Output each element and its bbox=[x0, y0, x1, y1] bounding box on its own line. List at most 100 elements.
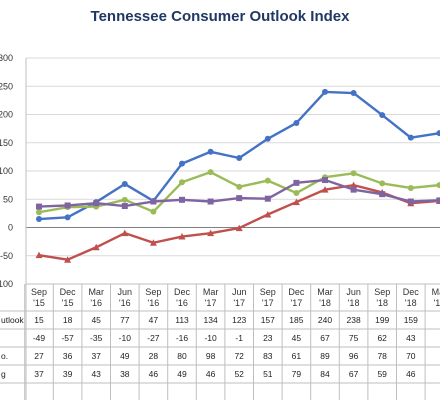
data-point bbox=[264, 177, 271, 184]
x-tick-label: '16 bbox=[90, 298, 102, 308]
table-cell: 98 bbox=[206, 351, 216, 361]
data-point bbox=[293, 190, 300, 197]
table-cell: 79 bbox=[292, 369, 302, 379]
data-point bbox=[350, 170, 357, 177]
data-point bbox=[207, 198, 214, 205]
x-tick-label: '18 bbox=[405, 298, 417, 308]
data-point bbox=[64, 256, 72, 263]
table-cell: 72 bbox=[234, 351, 244, 361]
table-cell: 43 bbox=[406, 333, 416, 343]
data-point bbox=[149, 239, 157, 246]
data-point bbox=[179, 179, 185, 186]
table-cell: 46 bbox=[206, 369, 216, 379]
data-point bbox=[264, 135, 271, 142]
table-cell: 59 bbox=[377, 369, 387, 379]
data-point bbox=[379, 191, 386, 198]
chart-title: Tennessee Consumer Outlook Index bbox=[90, 8, 350, 25]
x-tick-label: '18 bbox=[376, 298, 388, 308]
x-tick-label: '17 bbox=[233, 298, 245, 308]
data-point bbox=[293, 179, 300, 186]
data-point bbox=[350, 186, 357, 193]
data-point bbox=[407, 198, 414, 205]
table-cell: 77 bbox=[120, 315, 130, 325]
data-point bbox=[36, 216, 42, 223]
data-point bbox=[207, 148, 214, 155]
table-cell: -35 bbox=[90, 333, 103, 343]
x-tick-label: '16 bbox=[119, 298, 131, 308]
data-point bbox=[36, 203, 42, 210]
x-tick-label: '16 bbox=[148, 298, 160, 308]
x-tick-label: '18 bbox=[348, 298, 360, 308]
x-tick-label: Dec bbox=[288, 287, 305, 297]
x-tick-label: Jun bbox=[232, 287, 247, 297]
data-point bbox=[150, 208, 157, 215]
data-point bbox=[322, 88, 328, 95]
table-cell: 49 bbox=[120, 351, 130, 361]
data-point bbox=[179, 160, 185, 167]
data-point bbox=[293, 119, 300, 126]
y-tick-label: 250 bbox=[0, 81, 13, 91]
data-point bbox=[350, 181, 358, 189]
table-cell: 78 bbox=[377, 351, 387, 361]
table-cell: 185 bbox=[289, 315, 303, 325]
table-cell: 18 bbox=[63, 315, 73, 325]
data-point bbox=[178, 233, 186, 240]
data-point bbox=[379, 112, 386, 119]
table-cell: 240 bbox=[318, 315, 332, 325]
table-cell: 96 bbox=[349, 351, 359, 361]
x-tick-label: Sep bbox=[31, 287, 47, 297]
table-cell: 89 bbox=[320, 351, 330, 361]
data-point bbox=[436, 197, 440, 204]
table-cell: 15 bbox=[34, 315, 44, 325]
x-tick-label: Jun bbox=[118, 287, 133, 297]
table-cell: 238 bbox=[347, 315, 361, 325]
x-tick-label: Dec bbox=[60, 287, 77, 297]
table-cell: -27 bbox=[147, 333, 160, 343]
data-point bbox=[179, 196, 185, 203]
table-cell: 37 bbox=[91, 351, 101, 361]
x-tick-label: '17 bbox=[291, 298, 303, 308]
x-tick-label: '16 bbox=[176, 298, 188, 308]
x-tick-label: Mar bbox=[432, 287, 440, 297]
table-cell: 113 bbox=[175, 315, 189, 325]
x-tick-label: '19 bbox=[434, 298, 440, 308]
data-point bbox=[64, 202, 71, 209]
table-cell: 61 bbox=[292, 351, 302, 361]
data-point bbox=[35, 251, 43, 259]
data-point bbox=[92, 243, 100, 251]
x-tick-label: '17 bbox=[205, 298, 217, 308]
data-point bbox=[436, 182, 440, 189]
table-cell: 67 bbox=[349, 369, 359, 379]
table-cell: 52 bbox=[234, 369, 244, 379]
table-row-label: g bbox=[1, 369, 6, 379]
data-point bbox=[292, 198, 300, 206]
data-point bbox=[121, 229, 129, 237]
data-point bbox=[235, 224, 243, 232]
data-point bbox=[121, 196, 128, 203]
table-cell: 46 bbox=[149, 369, 159, 379]
data-point bbox=[121, 180, 128, 187]
data-point bbox=[322, 177, 328, 184]
table-row-label: utlook bbox=[1, 315, 24, 325]
table-cell: 49 bbox=[177, 369, 187, 379]
table-cell: 157 bbox=[261, 315, 275, 325]
table-cell: 123 bbox=[232, 315, 246, 325]
table-cell: -10 bbox=[119, 333, 132, 343]
table-cell: 67 bbox=[320, 333, 330, 343]
table-cell: 45 bbox=[91, 315, 101, 325]
table-cell: 84 bbox=[320, 369, 330, 379]
data-point bbox=[436, 130, 440, 137]
table-cell: 38 bbox=[120, 369, 130, 379]
table-cell: 70 bbox=[406, 351, 416, 361]
table-cell: 36 bbox=[63, 351, 73, 361]
y-tick-label: -50 bbox=[0, 251, 13, 261]
data-point bbox=[264, 195, 271, 202]
data-point bbox=[407, 134, 414, 141]
table-cell: 51 bbox=[263, 369, 273, 379]
y-tick-label: 200 bbox=[0, 110, 13, 120]
table-cell: 28 bbox=[149, 351, 159, 361]
data-point bbox=[236, 195, 243, 202]
table-cell: 159 bbox=[404, 315, 418, 325]
table-cell: -1 bbox=[235, 333, 243, 343]
table-cell: 37 bbox=[34, 369, 44, 379]
